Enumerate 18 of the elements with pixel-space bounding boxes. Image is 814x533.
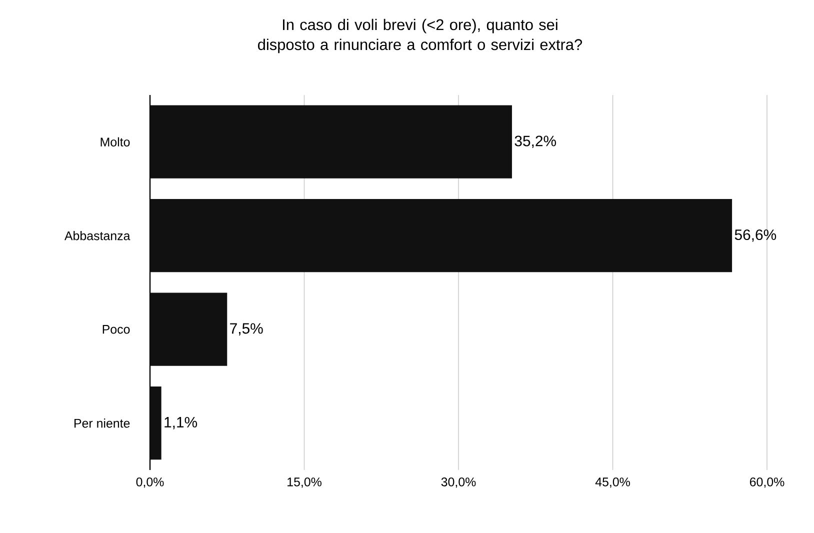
data-label: 35,2%: [514, 136, 556, 148]
x-tick-label: 0,0%: [136, 478, 164, 488]
x-tick-label: 45,0%: [595, 478, 630, 488]
chart-title: In caso di voli brevi (<2 ore), quanto sei disposto a rinunciare a comfort o servizi extra?: [258, 18, 582, 54]
x-tick-label: 15,0%: [288, 478, 322, 488]
x-tick-label: 30,0%: [441, 478, 476, 488]
data-label: 7,5%: [230, 323, 263, 336]
y-tick-label: Poco: [102, 325, 130, 334]
y-tick-label: Abbastanza: [64, 231, 130, 240]
bar: [150, 386, 162, 460]
bar: [150, 292, 228, 366]
y-tick-label: Per niente: [74, 418, 130, 428]
y-tick-label: Molto: [100, 137, 130, 146]
data-label: 1,1%: [164, 416, 198, 430]
data-label: 56,6%: [734, 229, 776, 242]
x-tick-label: 60,0%: [750, 478, 784, 488]
bar: [150, 199, 732, 272]
bar: [150, 105, 512, 178]
